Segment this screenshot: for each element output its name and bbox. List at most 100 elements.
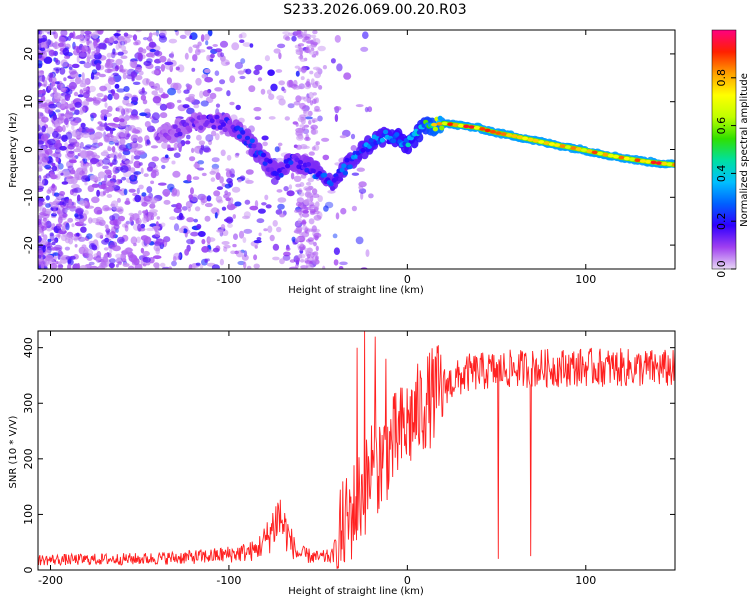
noise-speckle — [298, 192, 305, 197]
noise-speckle — [214, 87, 223, 92]
noise-speckle — [140, 167, 144, 174]
noise-speckle — [358, 188, 367, 194]
noise-speckle — [55, 260, 59, 265]
noise-speckle — [95, 221, 103, 226]
noise-speckle — [146, 58, 153, 64]
noise-speckle — [41, 30, 45, 35]
noise-speckle — [125, 108, 133, 113]
noise-speckle — [300, 265, 308, 269]
noise-speckle — [86, 127, 95, 133]
noise-speckle — [272, 220, 278, 227]
noise-speckle — [299, 182, 305, 187]
noise-speckle — [84, 30, 92, 35]
noise-speckle — [318, 85, 323, 90]
noise-speckle — [88, 85, 97, 93]
noise-speckle — [108, 262, 115, 269]
noise-speckle — [258, 232, 262, 237]
noise-speckle — [178, 252, 183, 261]
x-tick-label: -100 — [216, 574, 241, 587]
noise-speckle — [300, 235, 306, 243]
noise-speckle — [336, 63, 343, 72]
noise-speckle — [141, 87, 145, 94]
signal-core — [623, 156, 630, 161]
noise-speckle — [107, 68, 111, 73]
spectrogram-x-label: Height of straight line (km) — [288, 285, 424, 296]
noise-speckle — [111, 146, 116, 153]
noise-speckle — [104, 224, 109, 230]
noise-speckle — [185, 140, 191, 145]
noise-speckle — [69, 255, 76, 260]
noise-speckle — [62, 212, 68, 218]
noise-speckle — [124, 114, 130, 121]
noise-speckle — [135, 219, 140, 224]
noise-speckle — [99, 191, 106, 197]
noise-speckle — [312, 252, 317, 256]
signal-body — [405, 142, 411, 148]
noise-speckle — [119, 138, 126, 145]
noise-speckle — [80, 78, 90, 85]
noise-speckle — [100, 151, 109, 157]
noise-speckle — [119, 118, 125, 123]
noise-speckle — [324, 201, 334, 209]
noise-speckle — [210, 177, 216, 182]
noise-speckle — [279, 258, 285, 265]
noise-speckle — [240, 58, 246, 64]
noise-speckle — [108, 141, 115, 145]
noise-speckle — [81, 213, 88, 222]
noise-speckle — [339, 135, 347, 139]
noise-speckle — [53, 92, 62, 100]
noise-speckle — [138, 210, 142, 216]
noise-speckle — [297, 34, 304, 39]
noise-speckle — [96, 92, 104, 98]
noise-speckle — [104, 102, 108, 108]
signal-body — [204, 120, 210, 125]
signal-body — [297, 159, 304, 165]
noise-speckle — [130, 213, 134, 220]
y-tick-label: -10 — [22, 188, 35, 206]
noise-speckle — [58, 36, 66, 44]
noise-speckle — [55, 59, 61, 65]
noise-speckle — [239, 39, 245, 43]
noise-speckle — [140, 94, 147, 101]
noise-speckle — [286, 190, 295, 197]
noise-speckle — [268, 116, 276, 120]
noise-speckle — [44, 221, 48, 229]
noise-speckle — [115, 253, 122, 259]
noise-speckle — [291, 35, 297, 42]
x-tick-label: 100 — [575, 273, 596, 286]
noise-speckle — [300, 76, 305, 81]
noise-speckle — [131, 96, 139, 103]
noise-speckle — [138, 184, 144, 190]
noise-speckle — [302, 145, 310, 149]
snr-frame — [37, 330, 676, 571]
noise-speckle — [150, 215, 154, 221]
noise-speckle — [66, 150, 75, 158]
noise-speckle — [299, 259, 305, 263]
noise-speckle — [197, 231, 206, 237]
noise-speckle — [308, 151, 315, 156]
noise-speckle — [82, 105, 89, 112]
noise-speckle — [220, 52, 225, 58]
signal-core — [431, 122, 438, 127]
noise-speckle — [74, 244, 78, 248]
noise-speckle — [61, 134, 68, 142]
noise-speckle — [133, 171, 142, 175]
signal-core — [618, 155, 625, 160]
noise-speckle — [38, 226, 42, 235]
noise-speckle — [103, 247, 109, 251]
signal-body — [161, 129, 167, 134]
spectrogram-y-label: Frequency (Hz) — [8, 112, 19, 188]
noise-speckle — [206, 54, 211, 61]
signal-core — [479, 127, 486, 131]
signal-core — [672, 163, 675, 167]
noise-speckle — [220, 149, 226, 157]
noise-speckle — [306, 263, 314, 269]
noise-speckle — [315, 97, 319, 104]
noise-speckle — [109, 248, 113, 254]
noise-speckle — [68, 69, 77, 75]
noise-speckle — [178, 143, 182, 148]
noise-speckle — [167, 147, 175, 152]
noise-speckle — [107, 122, 116, 126]
noise-speckle — [338, 266, 344, 269]
